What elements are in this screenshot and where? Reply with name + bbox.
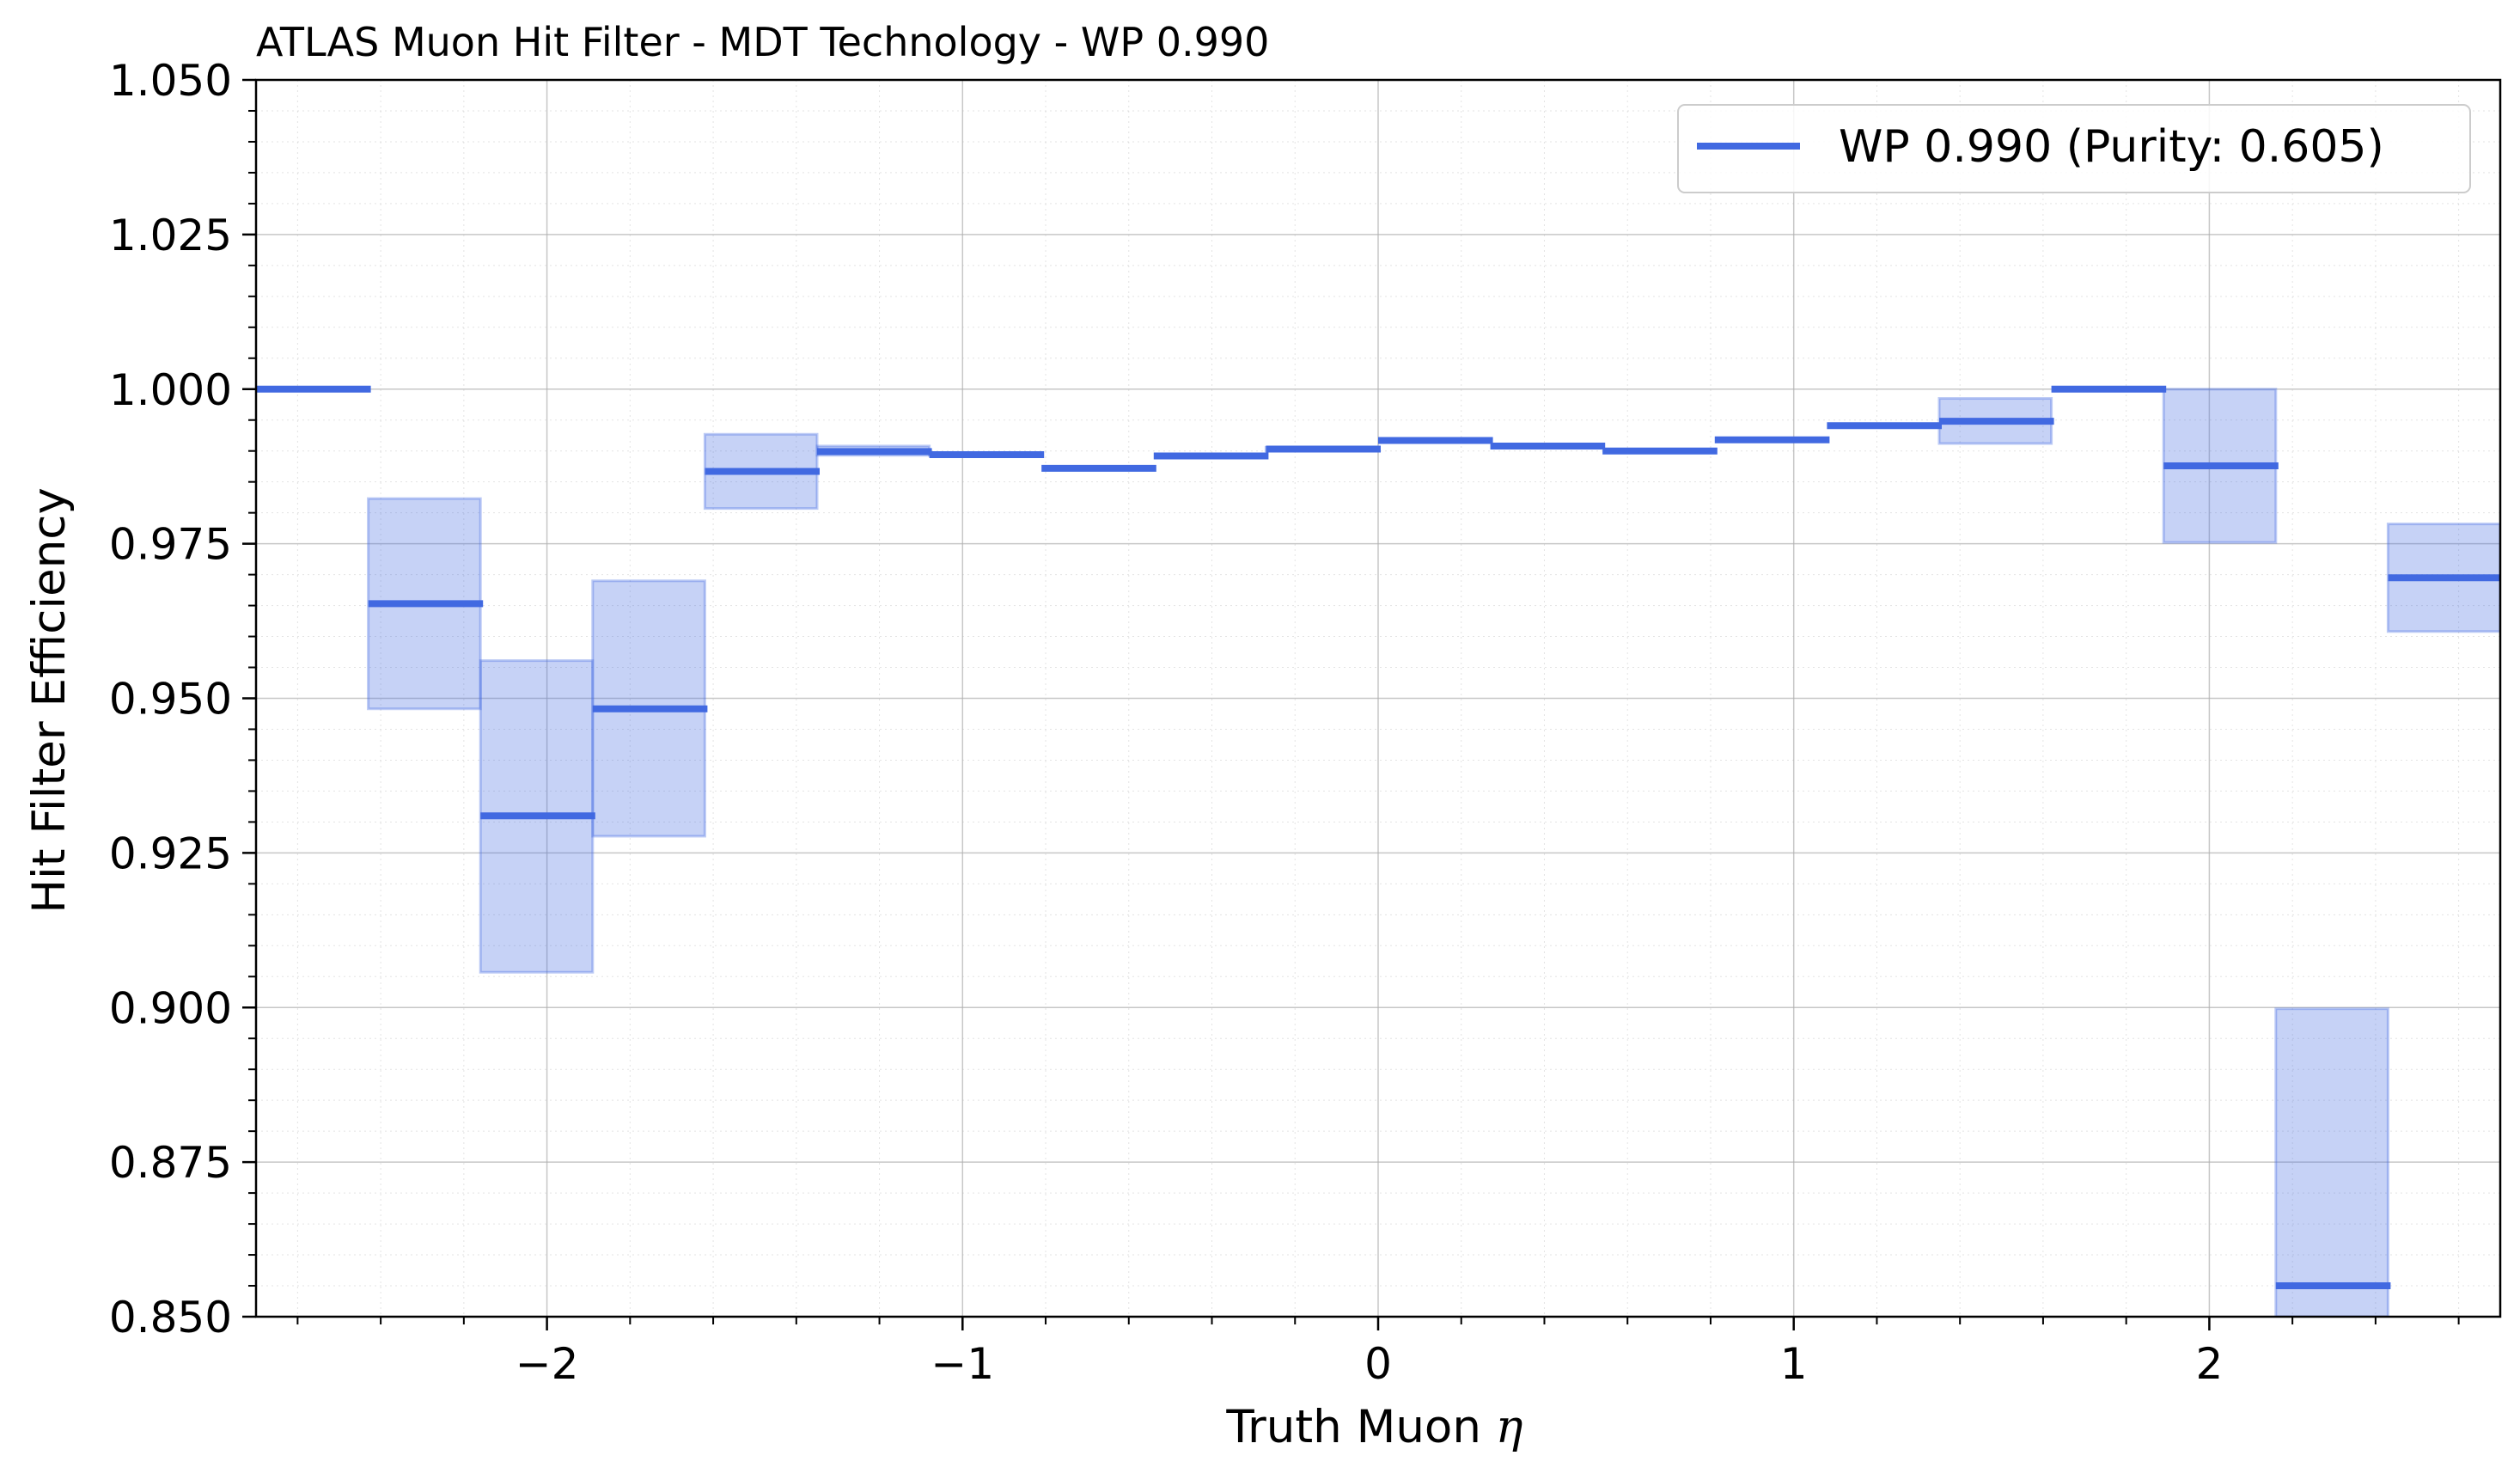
legend-label: WP 0.990 (Purity: 0.605) xyxy=(1839,121,2384,173)
y-tick-label: 0.900 xyxy=(109,983,232,1033)
y-tick-label: 0.850 xyxy=(109,1293,232,1342)
x-tick-label: −2 xyxy=(516,1339,579,1389)
y-axis-label: Hit Filter Efficiency xyxy=(23,487,76,914)
legend: WP 0.990 (Purity: 0.605) xyxy=(1677,104,2471,193)
legend-box xyxy=(1677,104,2471,193)
axis-ticks: −2 −1 0 1 2 0.850 0.875 0.900 0.925 0.950 0.975 1.0… xyxy=(109,56,2460,1389)
y-tick-label: 1.000 xyxy=(109,365,232,415)
error-band xyxy=(2274,1007,2389,1317)
x-tick-label: −1 xyxy=(931,1339,994,1389)
x-axis-label-text: Truth Muon xyxy=(1225,1401,1495,1453)
y-tick-label: 0.925 xyxy=(109,829,232,878)
x-tick-label: 0 xyxy=(1364,1339,1392,1389)
y-tick-label: 0.950 xyxy=(109,675,232,725)
x-tick-label: 2 xyxy=(2196,1339,2224,1389)
y-tick-label: 0.875 xyxy=(109,1138,232,1188)
x-tick-label: 1 xyxy=(1780,1339,1808,1389)
chart-title: ATLAS Muon Hit Filter - MDT Technology -… xyxy=(256,19,1269,65)
y-tick-label: 1.050 xyxy=(109,56,232,106)
y-tick-label: 0.975 xyxy=(109,520,232,570)
x-axis-label-eta: η xyxy=(1496,1401,1523,1453)
efficiency-lines xyxy=(256,385,2500,1290)
x-axis-label: Truth Muon η xyxy=(1225,1401,1522,1453)
y-tick-label: 1.025 xyxy=(109,211,232,260)
